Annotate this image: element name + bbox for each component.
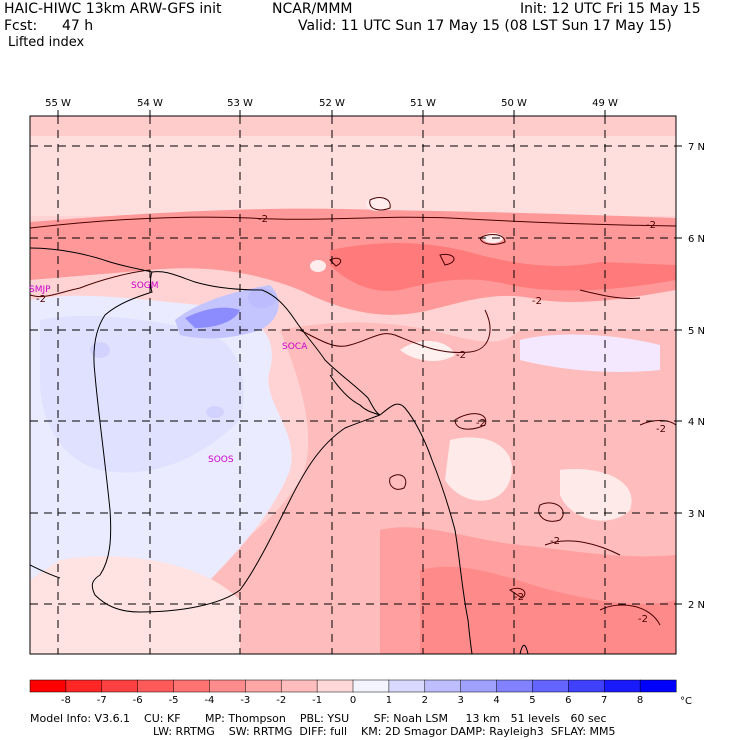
colorbar-swatch — [29, 679, 67, 693]
field-name: Lifted index — [8, 35, 85, 50]
lon-label-49w: 49 W — [592, 98, 618, 109]
lon-label-50w: 50 W — [501, 98, 527, 109]
colorbar-tick-label: -3 — [240, 695, 250, 706]
colorbar-tick-label: -5 — [169, 695, 179, 706]
colorbar-swatch — [137, 679, 175, 693]
init-time: Init: 12 UTC Fri 15 May 15 — [520, 1, 701, 17]
lat-label-6n: 6 N — [688, 234, 705, 245]
colorbar-tick-label: -7 — [97, 695, 107, 706]
contour-label: -2 — [550, 536, 560, 547]
colorbar-tick-label: 2 — [422, 695, 428, 706]
colorbar-tick-label: 8 — [637, 695, 643, 706]
colorbar-tick-label: 0 — [350, 695, 356, 706]
colorbar-swatch — [173, 679, 210, 693]
colorbar-swatch — [388, 679, 426, 693]
colorbar-swatch — [352, 679, 390, 693]
forecast-hours: 47 h — [62, 18, 94, 34]
colorbar-tick-label: -2 — [276, 695, 286, 706]
colorbar-tick-label: 1 — [386, 695, 392, 706]
contour-label: -2 — [656, 424, 666, 435]
lon-label-52w: 52 W — [319, 98, 345, 109]
colorbar-tick-label: -6 — [133, 695, 143, 706]
lon-label-51w: 51 W — [410, 98, 436, 109]
station-soca: SOCA — [282, 342, 308, 352]
contour-label: -2 — [476, 418, 486, 429]
contour-label: -2 — [514, 592, 524, 603]
station-smjp: SMJP — [29, 285, 51, 295]
footer-line-2: LW: RRTMG SW: RRTMG DIFF: full KM: 2D Sm… — [153, 725, 616, 738]
lat-label-7n: 7 N — [688, 142, 705, 153]
contour-label: -2 — [646, 220, 656, 231]
axis-ticks — [57, 110, 682, 605]
colorbar-tick-label: -8 — [61, 695, 71, 706]
colorbar-swatch — [245, 679, 282, 693]
colorbar-tick-label: 6 — [565, 695, 571, 706]
colorbar-tick-label: 4 — [493, 695, 499, 706]
contour-label: -2 — [456, 350, 466, 361]
colorbar-tick-label: -1 — [312, 695, 322, 706]
footer-line-1: Model Info: V3.6.1 CU: KF MP: Thompson P… — [30, 712, 607, 725]
station-soos: SOOS — [208, 455, 234, 465]
org-label: NCAR/MMM — [272, 1, 353, 17]
contour-label: -2 — [638, 614, 648, 625]
colorbar-swatch — [101, 679, 139, 693]
forecast-label: Fcst: — [4, 18, 38, 34]
station-sogm: SOGM — [131, 281, 159, 291]
colorbar-swatch — [568, 679, 605, 693]
contour-label: -2 — [258, 214, 268, 225]
lon-label-54w: 54 W — [137, 98, 163, 109]
lat-label-3n: 3 N — [688, 509, 705, 520]
contour-label: -2 — [36, 294, 46, 305]
colorbar-swatch — [639, 679, 677, 693]
colorbar-tick-label: -4 — [204, 695, 214, 706]
colorbar-swatch — [496, 679, 533, 693]
valid-time: Valid: 11 UTC Sun 17 May 15 (08 LST Sun … — [298, 18, 672, 34]
colorbar-swatch — [532, 679, 569, 693]
colorbar-swatch — [316, 679, 354, 693]
colorbar-swatch — [460, 679, 498, 693]
model-title: HAIC-HIWC 13km ARW-GFS init — [4, 1, 222, 17]
colorbar-swatch — [280, 679, 318, 693]
lat-label-5n: 5 N — [688, 326, 705, 337]
colorbar — [29, 679, 677, 693]
contour-label: -2 — [532, 296, 542, 307]
contour-lines — [30, 197, 676, 626]
colorbar-tick-label: 7 — [601, 695, 607, 706]
coastline — [30, 247, 529, 654]
colorbar-labels: -8 -7 -6 -5 -4 -3 -2 -1 0 1 2 3 4 5 6 7 8 — [61, 695, 643, 706]
graticule — [30, 116, 676, 654]
colorbar-swatch — [65, 679, 103, 693]
lon-label-55w: 55 W — [45, 98, 71, 109]
colorbar-swatch — [424, 679, 462, 693]
lat-label-2n: 2 N — [688, 600, 705, 611]
colorbar-swatch — [603, 679, 641, 693]
colorbar-swatch — [209, 679, 246, 693]
lon-label-53w: 53 W — [227, 98, 253, 109]
colorbar-unit: °C — [680, 696, 692, 707]
map-frame — [29, 115, 677, 655]
colorbar-tick-label: 5 — [529, 695, 535, 706]
colorbar-tick-label: 3 — [457, 695, 463, 706]
lat-label-4n: 4 N — [688, 417, 705, 428]
